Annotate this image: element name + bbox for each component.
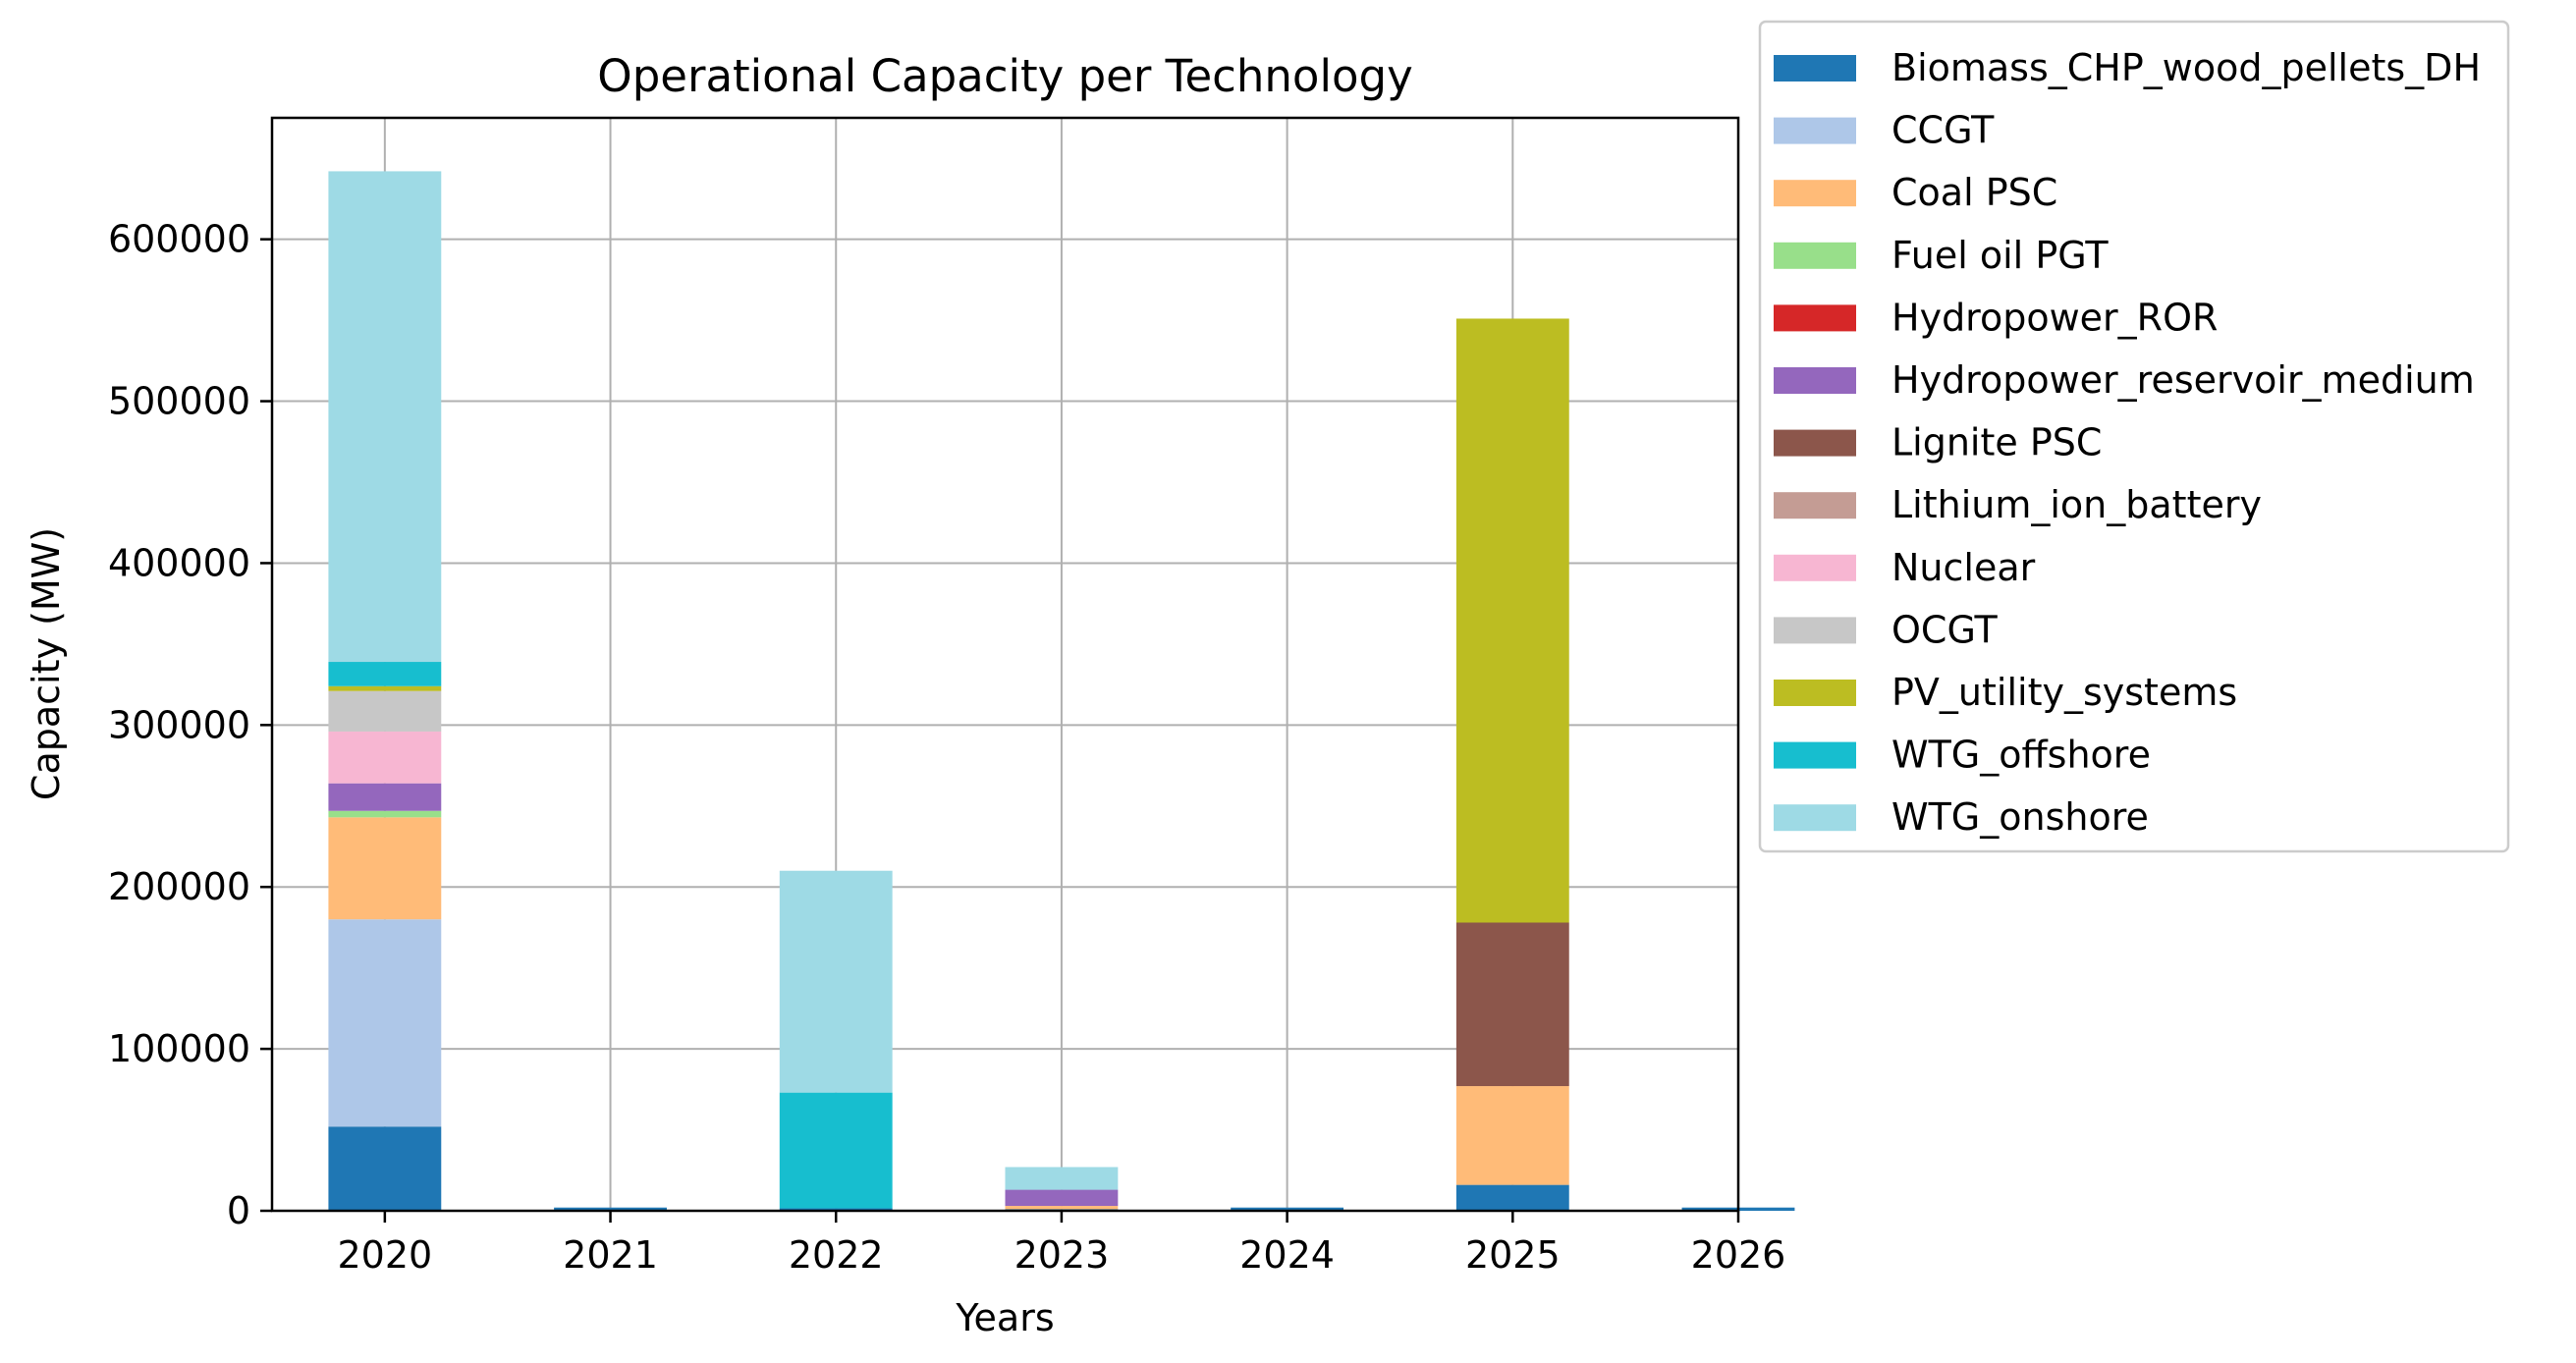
x-tick-label: 2023 bbox=[1014, 1233, 1110, 1277]
legend-swatch bbox=[1774, 180, 1856, 207]
bar-segment bbox=[1005, 1206, 1119, 1210]
axis-ticks: 0 100000 200000 300000 400000 500000 600000 202… bbox=[108, 218, 1785, 1277]
x-tick-label: 2026 bbox=[1691, 1233, 1786, 1277]
legend-swatch bbox=[1774, 304, 1856, 332]
bar-segment bbox=[328, 662, 442, 686]
legend-label: PV_utility_systems bbox=[1891, 671, 2237, 714]
legend-frame bbox=[1758, 20, 2510, 853]
bar-segment bbox=[328, 171, 442, 663]
legend-label: Coal PSC bbox=[1891, 171, 2057, 214]
bar-segment bbox=[779, 1092, 893, 1209]
bar-segment bbox=[779, 870, 893, 1093]
bar-segment bbox=[328, 1126, 442, 1211]
legend: Biomass_CHP_wood_pellets_DH CCGT Coal PSC F… bbox=[1758, 20, 2510, 853]
bar-segment bbox=[328, 817, 442, 920]
bar-segment bbox=[328, 810, 442, 818]
legend-label: OCGT bbox=[1891, 608, 1999, 651]
legend-label: Lignite PSC bbox=[1891, 421, 2102, 464]
y-tick-label: 300000 bbox=[108, 703, 250, 746]
bar-segment bbox=[1005, 1189, 1119, 1207]
legend-swatch bbox=[1774, 554, 1856, 581]
x-tick-label: 2021 bbox=[563, 1233, 658, 1277]
bar-stacks bbox=[328, 171, 1795, 1211]
y-tick-label: 600000 bbox=[108, 218, 250, 261]
bar-segment bbox=[328, 783, 442, 811]
y-tick-label: 200000 bbox=[108, 865, 250, 908]
bar-segment bbox=[1455, 1184, 1569, 1211]
bar-segment bbox=[1005, 1167, 1119, 1190]
x-tick-label: 2020 bbox=[337, 1233, 432, 1277]
bar-segment bbox=[1231, 1207, 1344, 1211]
legend-swatch bbox=[1774, 429, 1856, 457]
chart-title: Operational Capacity per Technology bbox=[597, 50, 1412, 102]
legend-swatch bbox=[1774, 367, 1856, 394]
legend-swatch bbox=[1774, 117, 1856, 144]
x-axis-label: Years bbox=[955, 1296, 1054, 1339]
bar-segment bbox=[328, 690, 442, 732]
legend-label: Biomass_CHP_wood_pellets_DH bbox=[1891, 46, 2481, 89]
y-tick-label: 400000 bbox=[108, 541, 250, 584]
legend-swatch bbox=[1774, 242, 1856, 269]
legend-swatch bbox=[1774, 617, 1856, 644]
legend-label: Fuel oil PGT bbox=[1891, 234, 2109, 277]
bar-segment bbox=[1455, 318, 1569, 923]
legend-label: Lithium_ion_battery bbox=[1891, 483, 2262, 526]
x-tick-label: 2024 bbox=[1239, 1233, 1335, 1277]
legend-label: WTG_offshore bbox=[1891, 734, 2151, 777]
bar-segment bbox=[328, 685, 442, 691]
bar-segment bbox=[1455, 922, 1569, 1087]
y-tick-label: 100000 bbox=[108, 1027, 250, 1070]
plot-area-frame bbox=[270, 116, 1740, 1213]
y-axis-label: Capacity (MW) bbox=[25, 527, 68, 800]
bar-segment bbox=[1455, 1086, 1569, 1185]
legend-label: Hydropower_ROR bbox=[1891, 296, 2218, 339]
legend-label: Hydropower_reservoir_medium bbox=[1891, 358, 2475, 402]
y-tick-label: 0 bbox=[227, 1189, 250, 1232]
bar-segment bbox=[328, 731, 442, 784]
bar-segment bbox=[328, 919, 442, 1127]
x-tick-label: 2022 bbox=[789, 1233, 884, 1277]
bar-segment bbox=[554, 1207, 667, 1211]
legend-label: Nuclear bbox=[1891, 546, 2036, 589]
legend-swatch bbox=[1774, 680, 1856, 706]
legend-swatch bbox=[1774, 804, 1856, 832]
legend-swatch bbox=[1774, 55, 1856, 82]
legend-label: WTG_onshore bbox=[1891, 795, 2149, 839]
y-tick-label: 500000 bbox=[108, 380, 250, 423]
x-tick-label: 2025 bbox=[1465, 1233, 1561, 1277]
legend-swatch bbox=[1774, 492, 1856, 519]
legend-label: CCGT bbox=[1891, 109, 1995, 152]
legend-swatch bbox=[1774, 741, 1856, 769]
